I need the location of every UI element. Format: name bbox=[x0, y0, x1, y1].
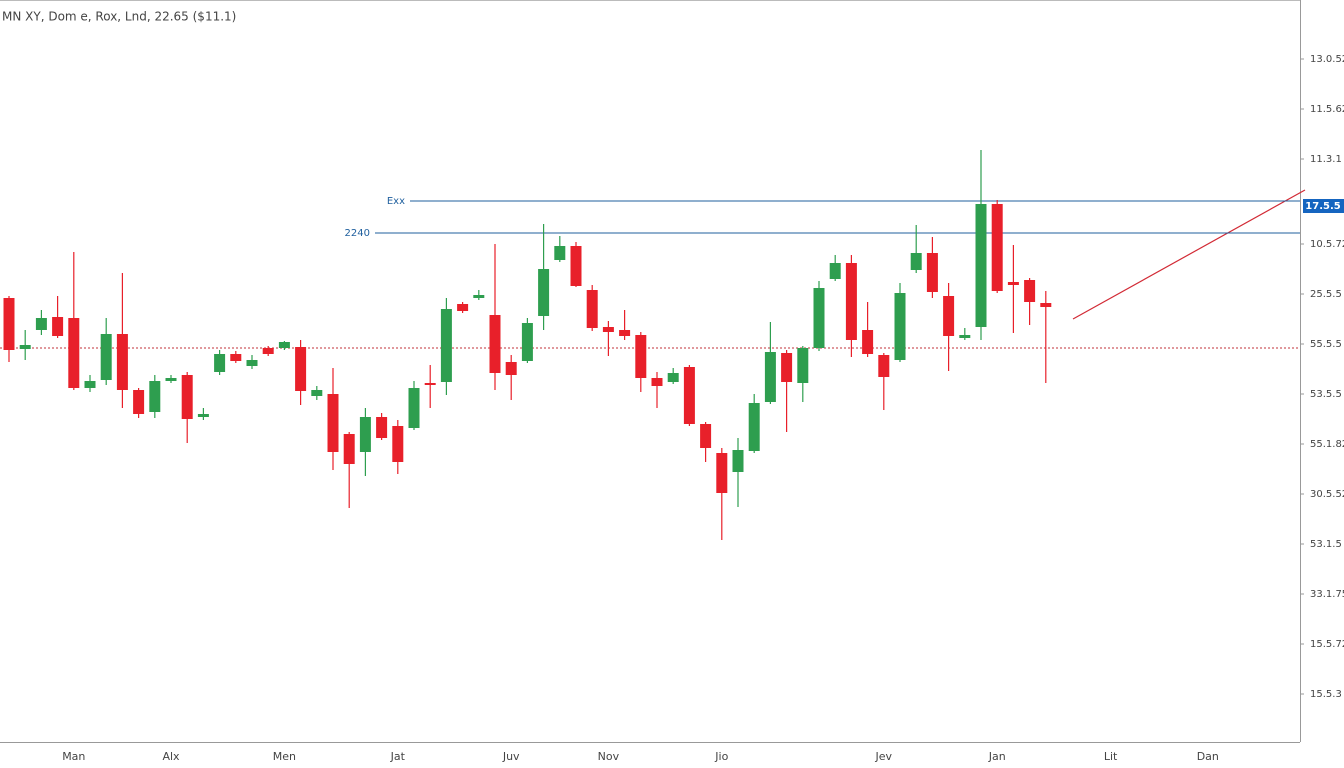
x-tick-label: Jan bbox=[988, 750, 1006, 763]
y-tick-label: 10.5.72 bbox=[1310, 239, 1344, 250]
candle-body bbox=[52, 317, 64, 336]
candle-body bbox=[619, 330, 631, 336]
candle-body bbox=[457, 304, 469, 311]
candle-body bbox=[440, 309, 452, 382]
candle-body bbox=[651, 378, 663, 386]
candle-body bbox=[343, 434, 355, 464]
x-tick-label: Alx bbox=[162, 750, 180, 763]
candle-body bbox=[1024, 280, 1036, 302]
candle-body bbox=[862, 330, 874, 354]
candle-body bbox=[84, 381, 96, 388]
candle-body bbox=[845, 263, 857, 340]
candle-body bbox=[878, 355, 890, 377]
y-tick-label: 53.1.5 bbox=[1310, 539, 1342, 550]
x-tick-label: Jat bbox=[390, 750, 406, 763]
candle-body bbox=[19, 345, 31, 349]
x-tick-label: Nov bbox=[598, 750, 620, 763]
candle-body bbox=[100, 334, 112, 380]
candle-body bbox=[667, 373, 679, 382]
candle-body bbox=[376, 417, 388, 438]
candle-body bbox=[327, 394, 339, 452]
chart-title: MN XY, Dom e, Rox, Lnd, 22.65 ($11.1) bbox=[2, 10, 236, 24]
candle-body bbox=[165, 378, 177, 381]
candle-body bbox=[813, 288, 825, 348]
candle-body bbox=[278, 342, 290, 348]
candle-body bbox=[586, 290, 598, 328]
candle-body bbox=[732, 450, 744, 472]
y-tick-label: 53.5.5 bbox=[1310, 389, 1342, 400]
candle-body bbox=[181, 375, 193, 419]
candle-body bbox=[943, 296, 955, 336]
candle-body bbox=[602, 327, 614, 332]
candle-body bbox=[1040, 303, 1052, 307]
candle-body bbox=[570, 246, 582, 286]
candle-body bbox=[716, 453, 728, 493]
x-tick-label: Juv bbox=[502, 750, 520, 763]
candle-body bbox=[230, 354, 242, 361]
candle-body bbox=[35, 318, 47, 330]
y-tick-label: 13.0.52 bbox=[1310, 54, 1344, 65]
candle-body bbox=[700, 424, 712, 448]
candle-body bbox=[473, 295, 485, 298]
candle-body bbox=[408, 388, 420, 428]
y-tick-label: 30.5.52 bbox=[1310, 489, 1344, 500]
y-tick-label: 15.5.72 bbox=[1310, 639, 1344, 650]
candle-body bbox=[116, 334, 128, 390]
candle-body bbox=[295, 347, 307, 391]
x-tick-label: Jev bbox=[875, 750, 893, 763]
candle-body bbox=[991, 204, 1003, 291]
candle-body bbox=[764, 352, 776, 402]
candle-body bbox=[133, 390, 145, 414]
level-label: Exx bbox=[387, 196, 405, 207]
candle-body bbox=[748, 403, 760, 451]
last-price-label: 17.5.5 bbox=[1305, 201, 1340, 212]
candle-body bbox=[781, 353, 793, 382]
candle-body bbox=[68, 318, 80, 388]
level-label: 2240 bbox=[345, 228, 370, 239]
candle-body bbox=[797, 348, 809, 383]
y-tick-label: 15.5.3 bbox=[1310, 689, 1342, 700]
candle-body bbox=[505, 362, 517, 375]
candle-body bbox=[521, 323, 533, 361]
x-tick-label: Men bbox=[273, 750, 296, 763]
candle-body bbox=[910, 253, 922, 270]
candle-body bbox=[311, 390, 323, 396]
candle-body bbox=[1007, 282, 1019, 285]
candle-body bbox=[538, 269, 550, 316]
y-tick-label: 25.5.5 bbox=[1310, 289, 1342, 300]
candle-body bbox=[959, 335, 971, 338]
candle-body bbox=[829, 263, 841, 279]
candle-body bbox=[683, 367, 695, 424]
y-tick-label: 55.1.82 bbox=[1310, 439, 1344, 450]
candle-body bbox=[359, 417, 371, 452]
candle-body bbox=[392, 426, 404, 462]
candle-body bbox=[149, 381, 161, 412]
x-tick-label: Man bbox=[62, 750, 85, 763]
candle-body bbox=[554, 246, 566, 260]
candle-body bbox=[894, 293, 906, 360]
y-tick-label: 11.3.1 bbox=[1310, 154, 1342, 165]
candle-body bbox=[489, 315, 501, 373]
candle-body bbox=[246, 360, 258, 366]
y-tick-label: 55.5.5 bbox=[1310, 339, 1342, 350]
candle-body bbox=[635, 335, 647, 378]
y-tick-label: 33.1.75 bbox=[1310, 589, 1344, 600]
candle-body bbox=[926, 253, 938, 292]
y-tick-label: 11.5.62 bbox=[1310, 104, 1344, 115]
candle-body bbox=[975, 204, 987, 327]
candle-body bbox=[3, 298, 15, 350]
x-tick-label: Dan bbox=[1197, 750, 1219, 763]
candle-body bbox=[424, 383, 436, 385]
candle-body bbox=[214, 354, 226, 372]
x-tick-label: Lit bbox=[1104, 750, 1118, 763]
trend-line bbox=[1072, 189, 1306, 320]
candle-body bbox=[262, 348, 274, 354]
last-price-box bbox=[1303, 199, 1344, 213]
x-tick-label: Jio bbox=[714, 750, 728, 763]
candle-body bbox=[197, 414, 209, 417]
